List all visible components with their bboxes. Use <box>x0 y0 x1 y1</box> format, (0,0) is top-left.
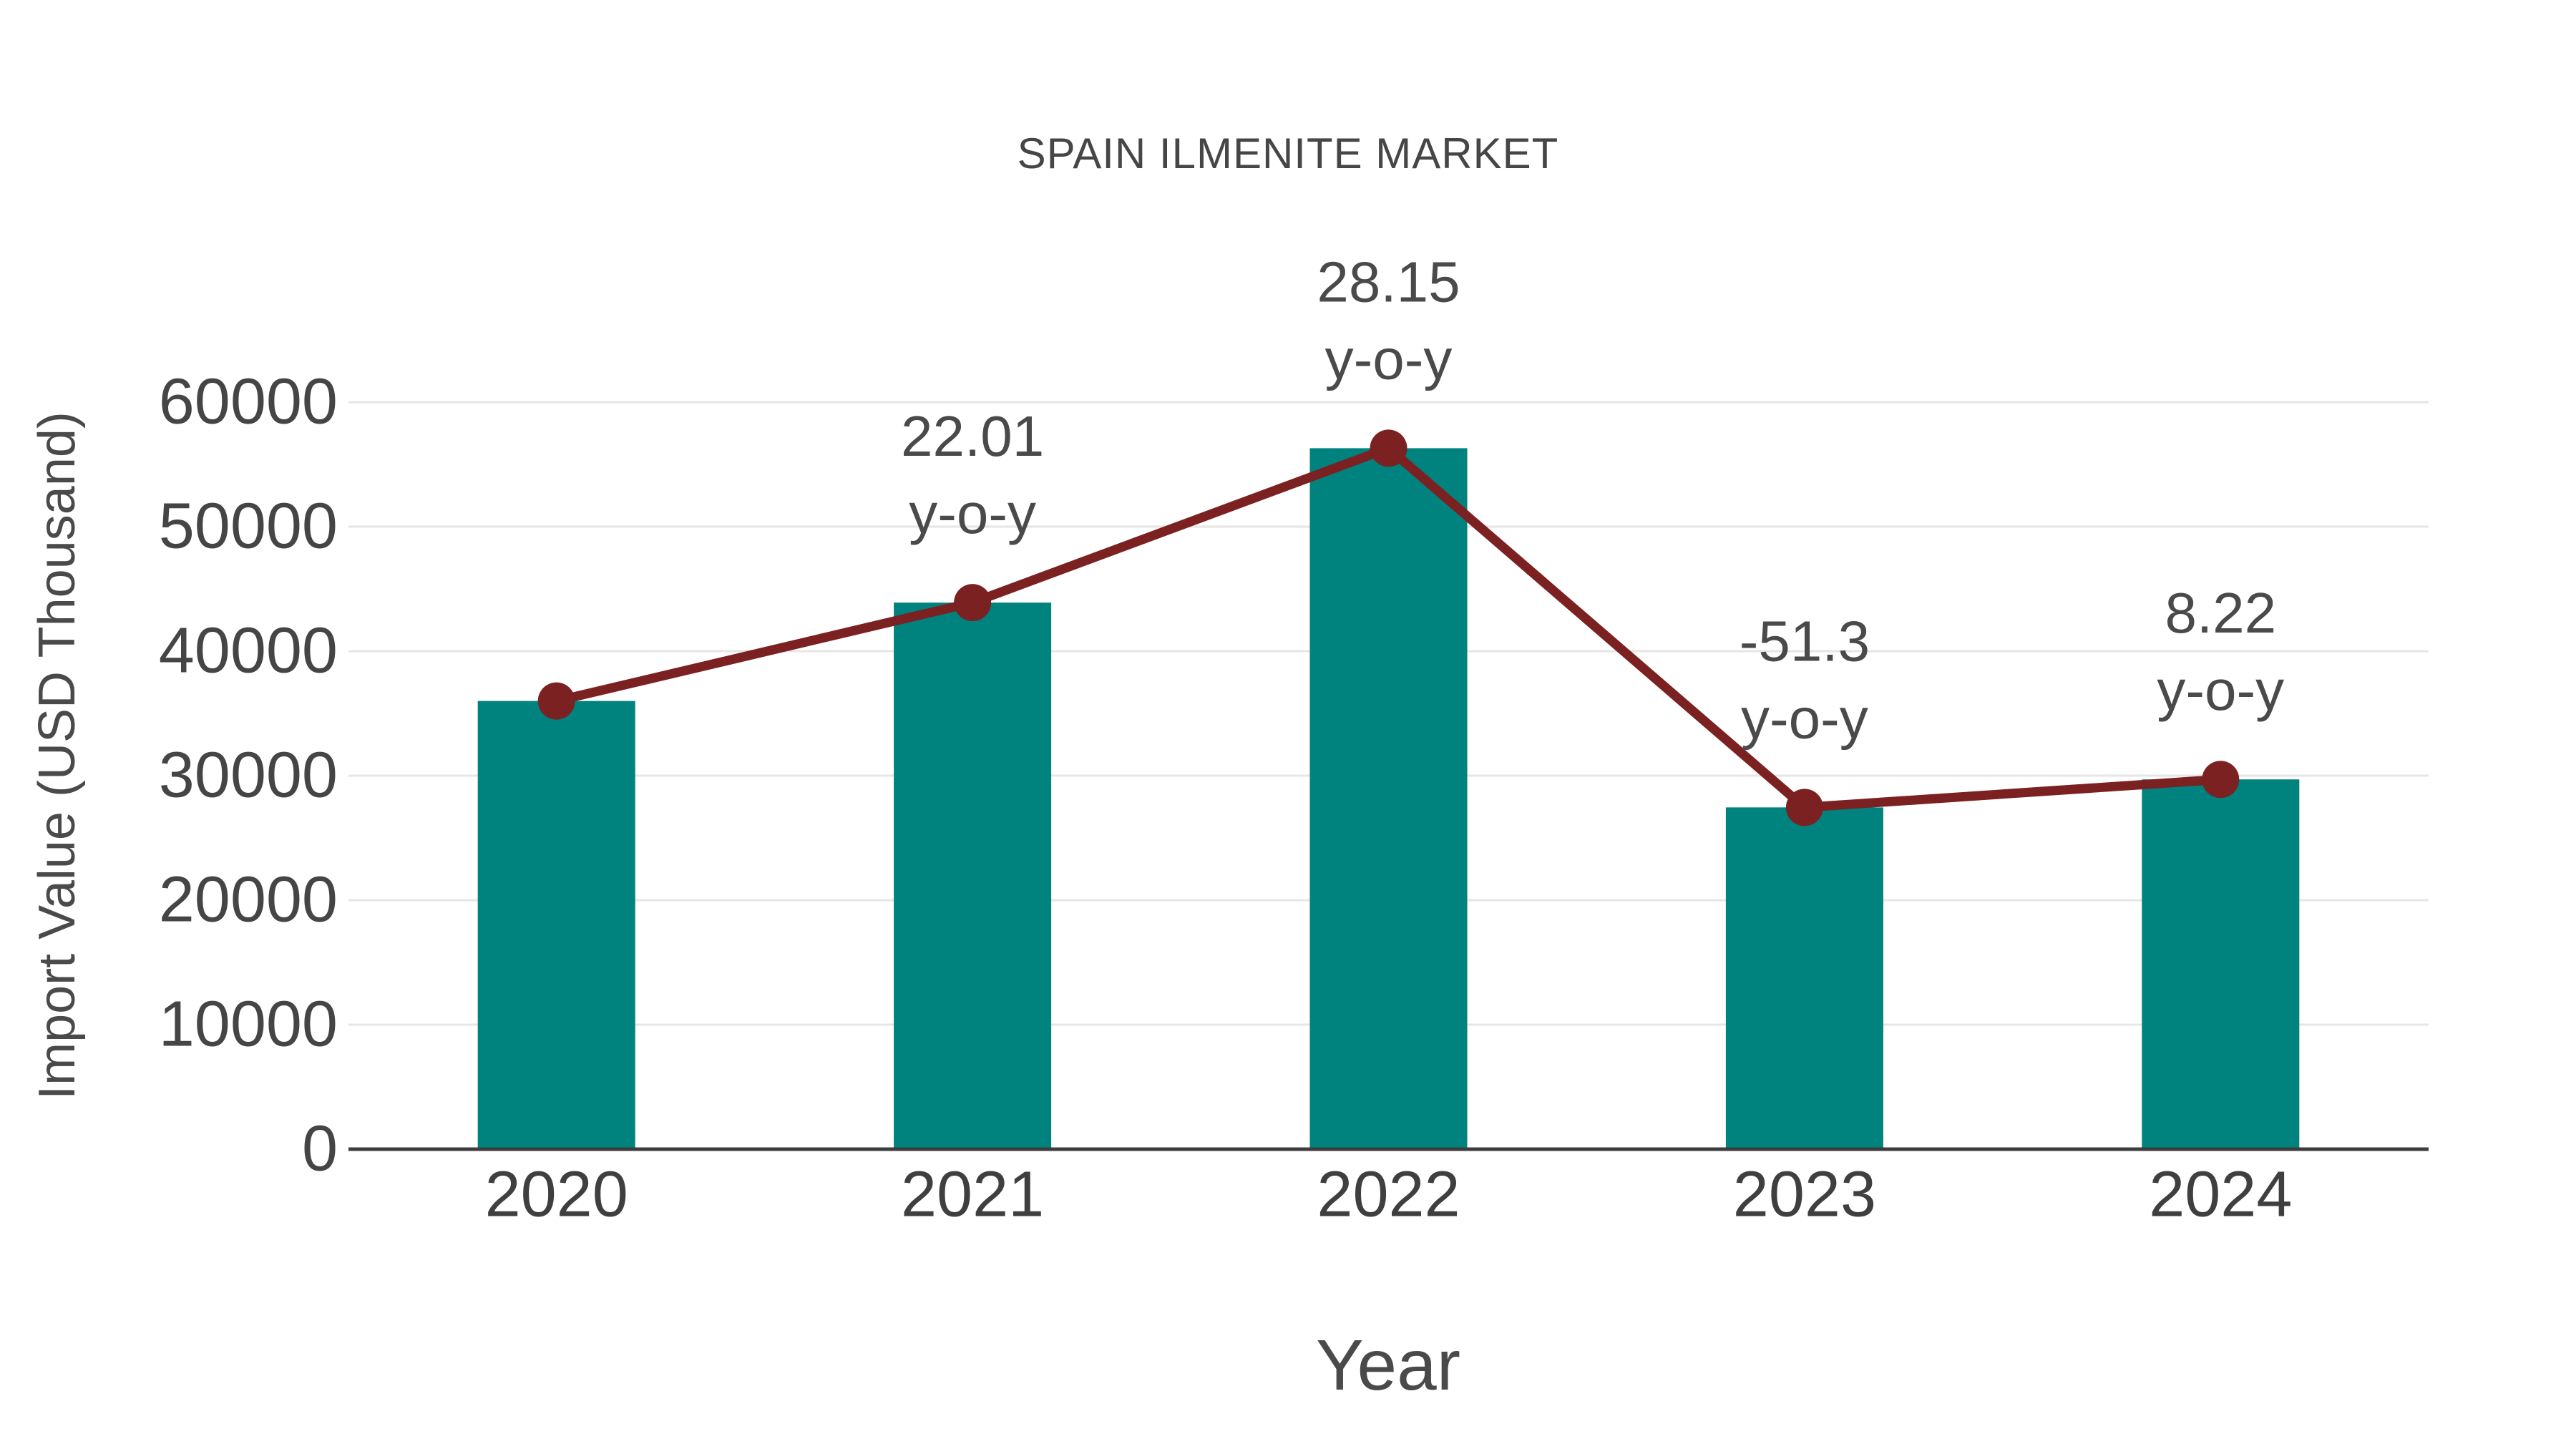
marker-2020 <box>537 682 575 720</box>
x-tick-label-2023: 2023 <box>1733 1159 1876 1231</box>
bar-2023 <box>1725 807 1883 1149</box>
bar-2021 <box>894 602 1052 1149</box>
x-tick-label-2021: 2021 <box>901 1159 1044 1231</box>
x-tick-label-2024: 2024 <box>2149 1159 2292 1231</box>
bar-2024 <box>2142 779 2300 1149</box>
y-tick-label-10000: 10000 <box>159 989 338 1060</box>
y-tick-label-50000: 50000 <box>159 491 338 562</box>
annotation-value-2021: 22.01 <box>901 404 1044 468</box>
x-tick-label-2020: 2020 <box>485 1159 628 1231</box>
y-tick-label-20000: 20000 <box>159 864 338 936</box>
annotation-value-2022: 28.15 <box>1317 250 1460 313</box>
chart-title: SPAIN ILMENITE MARKET <box>1017 130 1559 177</box>
marker-2023 <box>1785 789 1823 826</box>
y-tick-label-30000: 30000 <box>159 740 338 811</box>
bar-2022 <box>1309 448 1468 1149</box>
annotation-suffix-2021: y-o-y <box>909 482 1036 545</box>
annotation-suffix-2024: y-o-y <box>2157 658 2284 722</box>
marker-2022 <box>1370 429 1407 467</box>
bar-2020 <box>477 701 635 1149</box>
marker-2024 <box>2202 761 2240 799</box>
annotation-suffix-2022: y-o-y <box>1325 327 1453 391</box>
annotation-value-2023: -51.3 <box>1740 609 1870 673</box>
marker-2021 <box>954 584 992 622</box>
x-tick-label-2022: 2022 <box>1317 1159 1460 1231</box>
y-tick-label-40000: 40000 <box>159 615 338 687</box>
annotation-suffix-2023: y-o-y <box>1741 686 1868 750</box>
y-tick-label-60000: 60000 <box>159 366 338 438</box>
x-axis-label: Year <box>1315 1325 1461 1405</box>
y-tick-label-0: 0 <box>302 1113 338 1185</box>
annotation-value-2024: 8.22 <box>2165 581 2276 645</box>
